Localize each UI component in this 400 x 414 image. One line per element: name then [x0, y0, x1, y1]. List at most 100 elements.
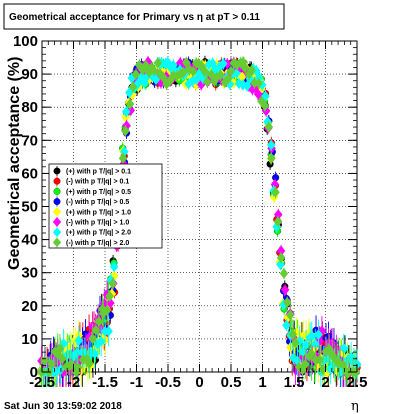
legend-label: (-) with p T/|q| > 0.1: [66, 179, 129, 186]
footer-timestamp: Sat Jun 30 13:59:02 2018: [4, 401, 122, 412]
y-tick-label: 10: [21, 331, 38, 348]
data-point: [105, 290, 114, 302]
data-point: [74, 335, 84, 346]
y-axis-tick-labels: 0 10 20 30 40 50 60 70 80 90 100: [13, 33, 38, 381]
x-tick-label: 0: [195, 374, 203, 391]
data-point: [202, 76, 212, 88]
data-point: [85, 358, 94, 370]
data-point: [314, 329, 323, 340]
data-point: [282, 319, 291, 331]
data-point: [40, 355, 49, 367]
x-tick-label: 1: [258, 374, 266, 391]
legend-entry: (-) with p T/|q| > 0.1: [53, 176, 129, 187]
data-point: [104, 325, 113, 337]
legend-label: (-) with p T/|q| > 1.0: [66, 220, 129, 227]
y-tick-label: 20: [21, 298, 38, 315]
legend-label: (+) with p T/|q| > 0.1: [66, 169, 131, 176]
legend-label: (-) with p T/|q| > 0.5: [66, 199, 129, 206]
data-point: [108, 278, 117, 290]
data-point: [280, 284, 290, 296]
data-point: [47, 358, 56, 370]
legend-entry: (+) with p T/|q| > 0.5: [53, 186, 131, 197]
data-point: [339, 342, 349, 354]
data-points: [36, 55, 362, 387]
data-point: [121, 125, 130, 137]
data-point: [118, 152, 128, 164]
data-point: [151, 74, 161, 86]
data-point: [94, 316, 104, 328]
x-tick-label: -0.5: [155, 374, 181, 391]
x-tick-label: -1.5: [92, 374, 118, 391]
legend-entry: (+) with p T/|q| > 0.1: [53, 166, 131, 176]
data-point: [102, 304, 112, 316]
data-point: [223, 73, 233, 85]
y-tick-label: 40: [21, 232, 38, 249]
data-point: [254, 77, 264, 89]
x-tick-label: -2: [67, 374, 80, 391]
legend-entry: (+) with p T/|q| > 2.0: [52, 227, 131, 238]
data-point: [300, 358, 310, 370]
data-point: [188, 65, 198, 77]
data-point: [307, 348, 316, 360]
y-tick-label: 60: [21, 165, 38, 182]
x-tick-label: 0.5: [221, 374, 242, 391]
series-group: [37, 56, 361, 387]
legend-entry: (-) with p T/|q| > 2.0: [52, 237, 129, 248]
data-point: [216, 69, 225, 81]
data-point: [88, 333, 97, 344]
y-tick-label: 90: [21, 66, 38, 83]
legend-label: (+) with p T/|q| > 1.0: [66, 209, 131, 216]
data-point: [106, 297, 115, 309]
legend-label: (+) with p T/|q| > 0.5: [66, 189, 131, 196]
x-tick-label: 2.5: [347, 374, 368, 391]
data-point: [271, 186, 280, 198]
data-point: [128, 81, 138, 93]
data-point: [131, 68, 141, 80]
x-axis-tick-labels: -2.5 -2 -1.5 -1 -0.5 0 0.5 1 1.5 2 2.5: [29, 374, 367, 391]
x-axis-label: η: [351, 399, 359, 414]
data-point: [285, 309, 295, 321]
data-point: [290, 337, 300, 349]
y-tick-label: 50: [21, 199, 38, 216]
data-point: [121, 106, 131, 118]
x-tick-label: -1: [130, 374, 143, 391]
legend: (+) with p T/|q| > 0.1 (-) with p T/|q| >…: [48, 163, 163, 249]
data-point: [149, 65, 159, 76]
data-point: [264, 121, 274, 133]
y-tick-label: 30: [21, 265, 38, 282]
x-tick-label: 1.5: [284, 374, 305, 391]
data-point: [153, 57, 163, 69]
data-point: [200, 66, 210, 78]
legend-entry: (+) with p T/|q| > 1.0: [52, 206, 131, 217]
data-point: [279, 268, 289, 279]
data-point: [57, 353, 67, 364]
data-point: [240, 62, 250, 74]
x-tick-label: 2: [321, 374, 329, 391]
data-point: [260, 100, 270, 112]
data-point: [218, 58, 228, 70]
data-point: [96, 335, 106, 347]
data-point: [181, 57, 191, 69]
legend-entry: (-) with p T/|q| > 0.5: [53, 196, 129, 207]
y-axis-label: Geometrical acceptance (%): [6, 57, 23, 270]
title-box: [3, 3, 285, 30]
legend-entry: (-) with p T/|q| > 1.0: [52, 217, 129, 227]
data-point: [247, 64, 256, 76]
y-tick-label: 70: [21, 132, 38, 149]
y-tick-label: 100: [13, 33, 38, 50]
y-tick-label: 0: [30, 364, 38, 381]
data-point: [267, 152, 276, 164]
legend-label: (-) with p T/|q| > 2.0: [66, 240, 129, 247]
chart-title: Geometrical acceptance for Primary vs η …: [9, 12, 260, 23]
data-point: [276, 252, 286, 264]
data-point: [273, 216, 283, 228]
data-point: [275, 259, 285, 270]
y-tick-label: 80: [21, 99, 38, 116]
data-point: [109, 261, 119, 273]
axis-ticks: [41, 40, 358, 373]
x-tick-label: -2.5: [29, 374, 55, 391]
legend-label: (+) with p T/|q| > 2.0: [66, 230, 131, 237]
data-point: [226, 65, 236, 77]
legend-box: [48, 163, 163, 249]
